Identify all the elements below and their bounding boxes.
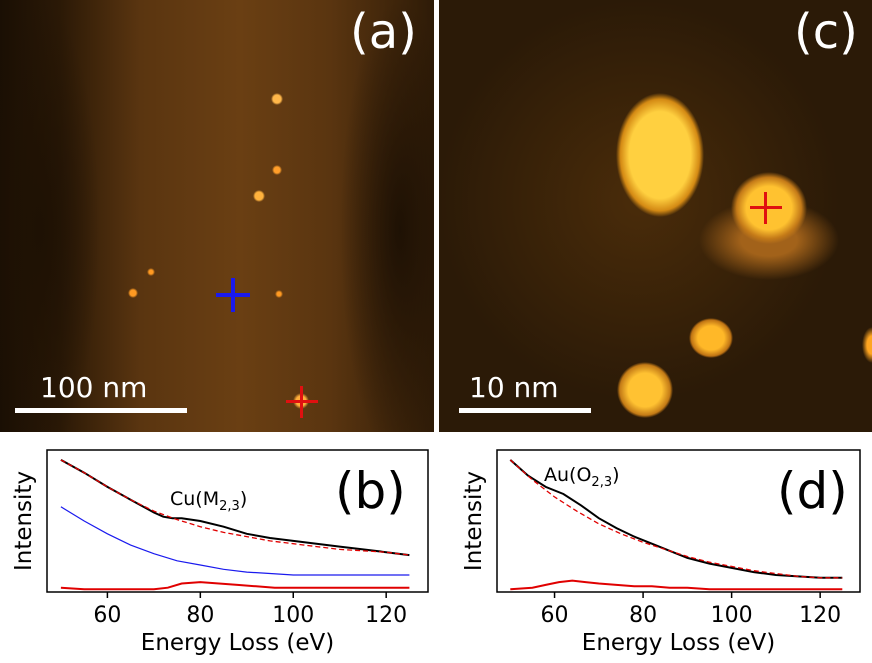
scale-bar-a [15, 408, 187, 413]
micrograph-c: (c) 10 nm [439, 0, 872, 432]
x-tick-label-d: 120 [799, 603, 841, 628]
series-line-red-d [510, 579, 843, 591]
annotation-b: Cu(M2,3) [170, 488, 247, 514]
chart-frame-b [46, 449, 429, 593]
scale-text-a: 100 nm [40, 371, 148, 404]
cross-marker-red-a [286, 386, 318, 418]
cross-marker-blue [216, 278, 250, 312]
y-axis-label-b: Intensity [11, 471, 37, 571]
scale-text-c: 10 nm [469, 371, 559, 404]
panel-label-c: (c) [794, 4, 858, 60]
scale-bar-c [459, 408, 591, 413]
x-tick-label-d: 80 [629, 603, 657, 628]
chart-frame-d [496, 449, 861, 593]
x-tick-label-d: 100 [711, 603, 753, 628]
series-line-red-b [60, 581, 410, 591]
x-axis-label-d: Energy Loss (eV) [582, 630, 775, 656]
panel-label-a: (a) [350, 4, 417, 60]
x-tick-label-b: 100 [272, 603, 314, 628]
series-line-blue-b [60, 506, 410, 576]
x-tick-label-b: 120 [365, 603, 407, 628]
x-tick-label-b: 60 [93, 603, 121, 628]
x-tick-label-b: 80 [186, 603, 214, 628]
cross-marker-red-c [750, 192, 782, 224]
series-line-fit-d [509, 459, 843, 579]
micrograph-a: (a) 100 nm [0, 0, 434, 432]
panel-label-b: (b) [335, 462, 406, 520]
y-axis-label-d: Intensity [461, 471, 487, 571]
annotation-d: Au(O2,3) [544, 464, 620, 490]
x-axis-label-b: Energy Loss (eV) [141, 630, 334, 656]
panel-label-d: (d) [777, 462, 848, 520]
series-line-fit-b [60, 459, 410, 556]
x-tick-label-d: 60 [541, 603, 569, 628]
series-line-black-d [509, 459, 843, 579]
